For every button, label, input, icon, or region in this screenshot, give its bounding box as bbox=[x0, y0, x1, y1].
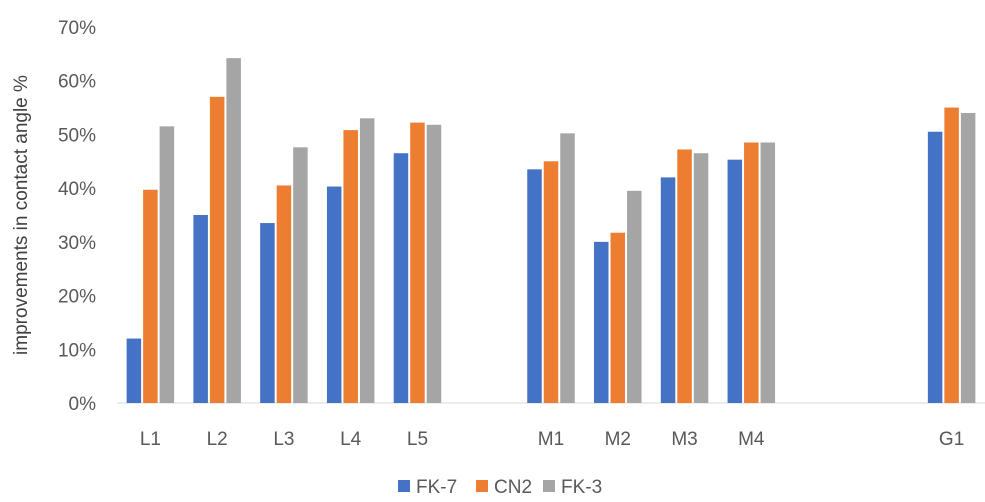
bar-fk-3-m3 bbox=[693, 153, 709, 403]
bars-group bbox=[126, 58, 976, 404]
bar-cn2-m1 bbox=[543, 161, 559, 403]
bar-cn2-m3 bbox=[677, 149, 692, 403]
bar-fk-7-g1 bbox=[927, 131, 943, 403]
y-axis-ticks: 0% 10% 20% 30% 40% 50% 60% 70% bbox=[58, 18, 96, 415]
x-tick-label: L4 bbox=[340, 429, 362, 450]
bar-cn2-g1 bbox=[944, 107, 959, 404]
y-tick-label: 50% bbox=[58, 125, 96, 146]
x-axis-ticks: L1 L2 L3 L4 L5 M1 M2 M3 M4 G1 bbox=[140, 429, 964, 450]
y-tick-label: 40% bbox=[58, 179, 96, 200]
y-axis-title-group: improvements in contact angle % bbox=[11, 75, 32, 355]
bar-fk-3-m1 bbox=[560, 133, 575, 403]
x-tick-label: L5 bbox=[407, 429, 428, 450]
x-tick-label: L3 bbox=[273, 429, 294, 450]
bar-fk-3-l5 bbox=[426, 124, 442, 403]
bar-fk-7-m2 bbox=[594, 241, 609, 403]
legend-label: FK-7 bbox=[416, 477, 457, 498]
legend: FK-7 CN2 FK-3 bbox=[398, 477, 602, 498]
bar-fk-3-l4 bbox=[359, 118, 375, 404]
bar-cn2-l5 bbox=[410, 122, 425, 404]
y-tick-label: 60% bbox=[58, 72, 96, 93]
x-tick-label: G1 bbox=[939, 429, 964, 450]
x-tick-label: M1 bbox=[538, 429, 564, 450]
bar-fk-7-l2 bbox=[193, 215, 208, 403]
bar-fk-3-g1 bbox=[960, 112, 976, 403]
bar-cn2-l2 bbox=[209, 96, 225, 403]
y-tick-label: 30% bbox=[58, 233, 96, 254]
y-tick-label: 70% bbox=[58, 18, 96, 39]
bar-fk-7-l1 bbox=[126, 338, 142, 403]
legend-label: CN2 bbox=[494, 477, 532, 498]
bar-fk-3-l1 bbox=[159, 126, 175, 403]
bar-cn2-l4 bbox=[343, 130, 358, 404]
bar-fk-3-l2 bbox=[226, 58, 241, 403]
x-tick-label: M4 bbox=[738, 429, 765, 450]
bar-fk-7-m1 bbox=[527, 169, 542, 403]
y-tick-label: 20% bbox=[58, 287, 96, 308]
bar-cn2-l3 bbox=[276, 185, 292, 403]
x-tick-label: L2 bbox=[207, 429, 228, 450]
bar-cn2-m4 bbox=[744, 142, 759, 403]
y-axis-title: improvements in contact angle % bbox=[11, 75, 32, 355]
legend-swatch bbox=[476, 480, 488, 492]
legend-swatch bbox=[543, 480, 555, 492]
bar-fk-3-m2 bbox=[627, 190, 642, 403]
x-tick-label: L1 bbox=[140, 429, 161, 450]
bar-fk-7-l3 bbox=[260, 223, 275, 403]
y-tick-label: 0% bbox=[69, 394, 97, 415]
y-tick-label: 10% bbox=[58, 340, 96, 361]
bar-fk-3-l3 bbox=[293, 147, 308, 403]
bar-fk-3-m4 bbox=[760, 142, 776, 403]
bar-fk-7-l5 bbox=[393, 153, 409, 403]
bar-fk-7-m4 bbox=[727, 159, 743, 403]
x-tick-label: M2 bbox=[605, 429, 631, 450]
legend-swatch bbox=[398, 480, 410, 492]
bar-cn2-l1 bbox=[143, 189, 158, 403]
x-tick-label: M3 bbox=[671, 429, 697, 450]
legend-label: FK-3 bbox=[561, 477, 602, 498]
bar-fk-7-l4 bbox=[326, 186, 342, 403]
bar-fk-7-m3 bbox=[660, 177, 676, 403]
bar-cn2-m2 bbox=[610, 232, 626, 403]
